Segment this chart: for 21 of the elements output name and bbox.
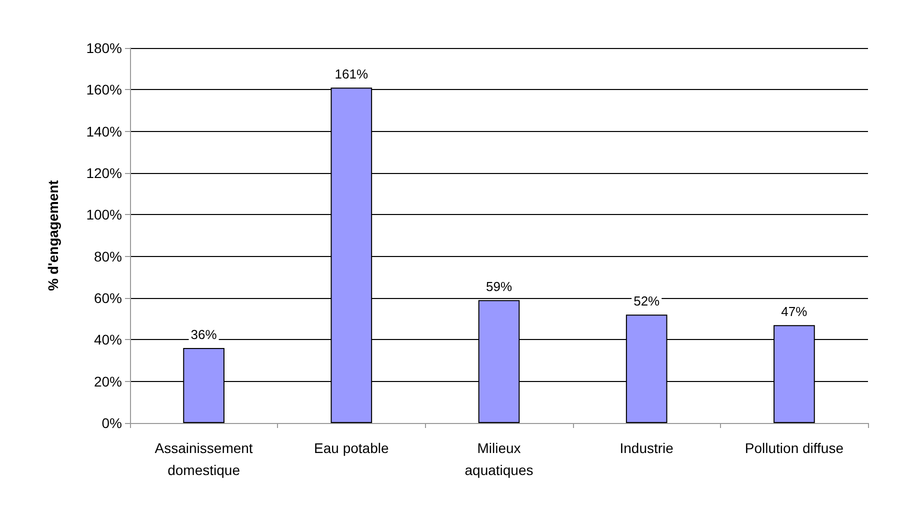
- x-tick-label: Eau potable: [314, 440, 389, 456]
- y-tick-label: 140%: [86, 123, 122, 140]
- y-tick-label: 100%: [86, 206, 122, 223]
- y-tick-label: 0%: [102, 415, 122, 431]
- data-label: 59%: [486, 279, 512, 294]
- x-tick-label: Milieux aquatiques: [464, 440, 534, 478]
- y-tick-label: 20%: [94, 373, 122, 390]
- y-axis-title: % d'engagement: [45, 180, 61, 291]
- x-tick-label: Assainissement domestique: [154, 440, 253, 478]
- x-tick-label: Pollution diffuse: [744, 440, 844, 456]
- y-tick-label: 180%: [86, 40, 122, 56]
- y-tick-label: 40%: [94, 332, 122, 348]
- data-label: 47%: [781, 304, 808, 320]
- y-tick-label: 60%: [94, 290, 122, 306]
- x-tick-label: Industrie: [620, 440, 674, 456]
- data-label: 36%: [190, 327, 218, 342]
- y-tick-label: 120%: [86, 165, 122, 181]
- y-tick-label: 80%: [94, 248, 122, 264]
- data-label: 52%: [634, 294, 660, 309]
- data-label: 161%: [334, 66, 368, 82]
- y-tick-label: 160%: [86, 82, 122, 98]
